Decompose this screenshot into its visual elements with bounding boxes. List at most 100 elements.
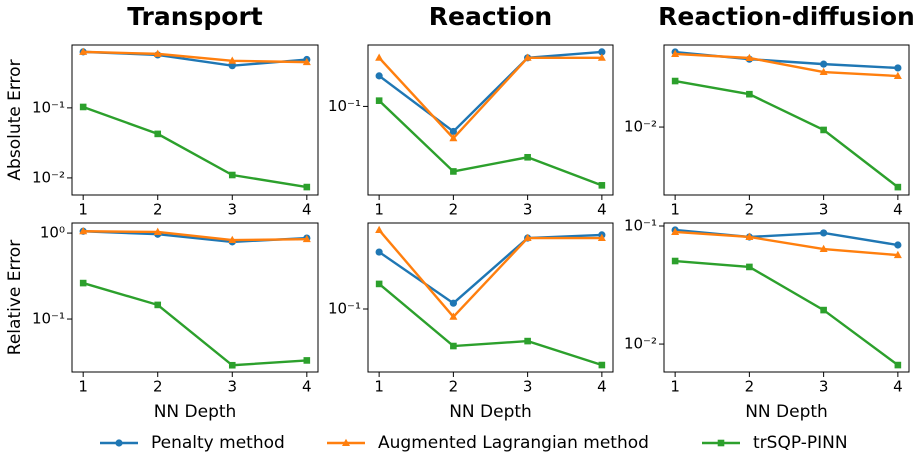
marker [745,232,754,240]
subplot-title: Reaction [429,2,552,31]
x-tick-label: 1 [374,378,384,396]
series-line [378,282,603,367]
marker [302,57,311,66]
x-axis-label: NN Depth [745,402,828,422]
marker [302,234,311,243]
x-tick-label: 3 [819,378,829,396]
x-tick-label: 4 [893,201,903,219]
marker [228,235,237,244]
marker [598,361,606,369]
marker [375,97,383,104]
series-line [675,52,898,78]
marker [79,226,88,235]
y-tick-label: 10⁻² [32,168,65,186]
legend-label: trSQP-PINN [753,433,848,453]
series-line [675,230,898,257]
series-line [378,50,602,134]
series-line [675,259,899,367]
series-line [83,230,307,242]
x-tick-label: 4 [597,201,607,219]
marker [820,60,828,68]
marker [79,47,88,55]
marker [523,53,532,61]
y-axis-label: Relative Error [5,240,25,355]
marker [450,342,457,350]
y-axis-label: Absolute Error [5,59,25,180]
x-tick-label: 3 [227,201,237,219]
x-tick-label: 2 [745,378,755,396]
marker [375,72,383,80]
x-tick-label: 2 [745,201,755,219]
marker [820,126,827,134]
subplot-title: Reaction-diffusion [658,2,915,31]
marker [671,49,680,57]
series-line [378,56,602,140]
x-axis-label: NN Depth [154,402,237,422]
marker [893,71,902,80]
y-tick-label: 10⁻¹ [32,98,65,116]
marker [894,64,902,72]
marker [449,133,458,142]
marker [523,233,532,242]
series-line [378,99,603,187]
legend-label: Augmented Lagrangian method [378,433,649,453]
plot-frame [71,222,319,373]
marker [598,48,606,56]
marker [79,103,87,111]
marker [228,56,237,64]
x-tick-label: 2 [153,378,163,396]
marker [820,229,828,237]
y-tick-label: 10⁻¹ [328,299,361,317]
marker [820,306,827,314]
plot-frame [367,44,614,196]
marker [154,130,162,138]
marker [671,257,679,265]
plot-frame [71,44,319,196]
marker [671,227,680,235]
marker [597,233,606,242]
x-tick-label: 4 [302,201,312,219]
marker [375,248,383,256]
marker [154,301,162,309]
marker [303,357,311,364]
x-tick-label: 2 [449,201,459,219]
x-tick-label: 2 [449,378,459,396]
x-axis-label: NN Depth [449,402,532,422]
marker [524,337,531,345]
marker [450,168,457,175]
marker [449,312,458,320]
x-tick-label: 1 [670,378,680,396]
marker [153,227,162,235]
y-tick-label: 10⁰ [40,224,65,242]
series-line [378,233,602,305]
marker [819,67,828,76]
x-tick-label: 1 [670,201,680,219]
marker [228,171,236,179]
marker [598,182,606,189]
marker [449,127,457,136]
marker [342,438,350,446]
legend-label: Penalty method [151,433,285,453]
marker [717,439,725,447]
x-tick-label: 3 [819,201,829,219]
marker [375,53,384,61]
marker [153,49,162,57]
subplot-title: Transport [127,2,263,31]
marker [745,53,754,61]
x-tick-label: 3 [523,201,533,219]
marker [893,250,902,259]
y-tick-label: 10⁻² [624,118,657,136]
y-tick-label: 10⁻¹ [624,216,657,234]
marker [228,361,236,369]
marker [303,183,311,191]
x-tick-label: 4 [302,378,312,396]
x-tick-label: 4 [597,378,607,396]
x-tick-label: 1 [78,201,88,219]
series-line [82,105,308,189]
plot-frame [367,222,614,373]
marker [746,263,753,271]
marker [524,153,531,161]
plot-frame [663,222,910,373]
marker [671,77,679,85]
